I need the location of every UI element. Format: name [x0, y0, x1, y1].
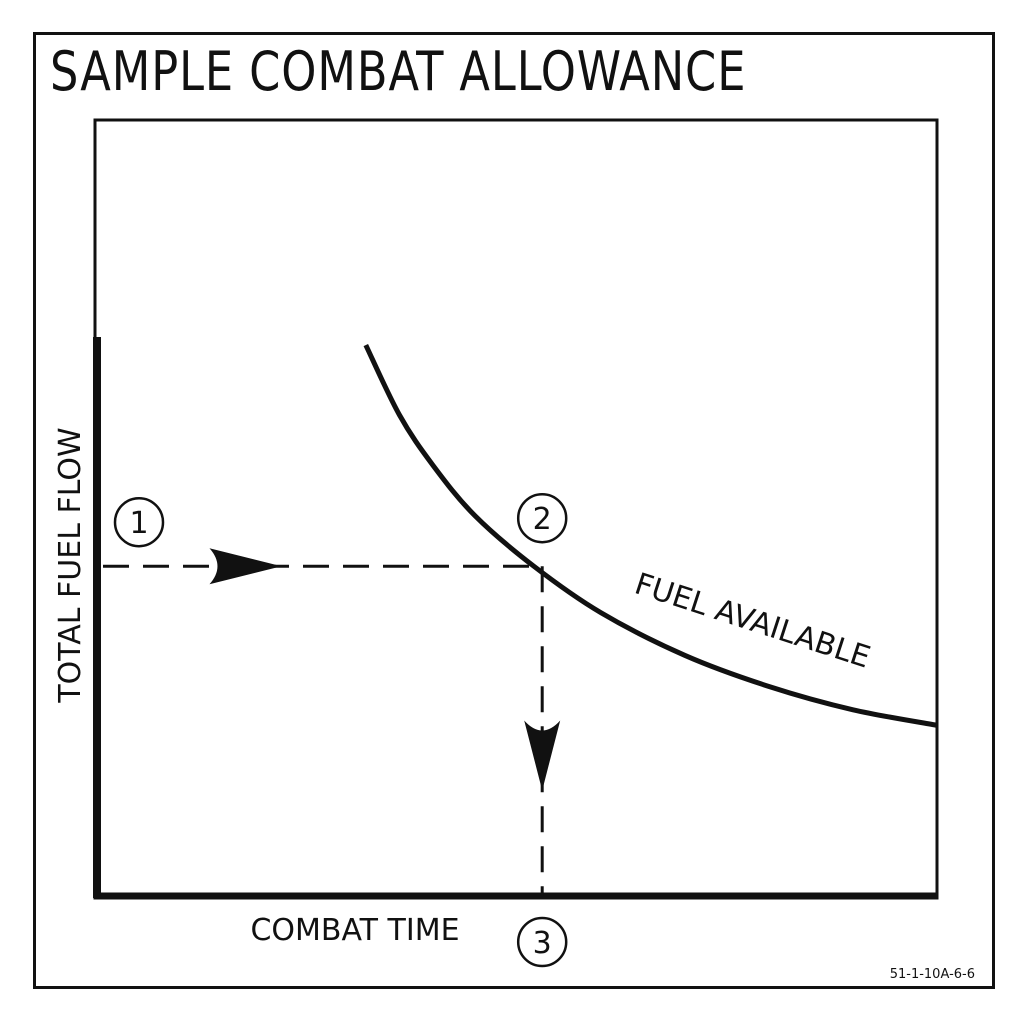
right-arrow-icon: [209, 548, 282, 585]
plot-border: [93, 118, 939, 900]
step-label-1: 1: [129, 506, 148, 541]
figure-frame: [33, 32, 995, 989]
fuel-available-line: [363, 343, 938, 728]
x-axis-label: COMBAT TIME: [250, 913, 459, 948]
step-marker-2: 2: [516, 492, 568, 544]
series-label: FUEL AVAILABLE: [630, 567, 874, 676]
y-axis-label: TOTAL FUEL FLOW: [53, 427, 88, 703]
figure-id: 51-1-10A-6-6: [890, 967, 975, 982]
step-marker-3: 3: [516, 916, 568, 968]
down-arrow-icon: [524, 720, 561, 791]
step-label-2: 2: [533, 502, 552, 537]
step-marker-1: 1: [113, 496, 165, 548]
chart-title: SAMPLE COMBAT ALLOWANCE: [50, 40, 747, 103]
step-label-3: 3: [533, 926, 552, 961]
